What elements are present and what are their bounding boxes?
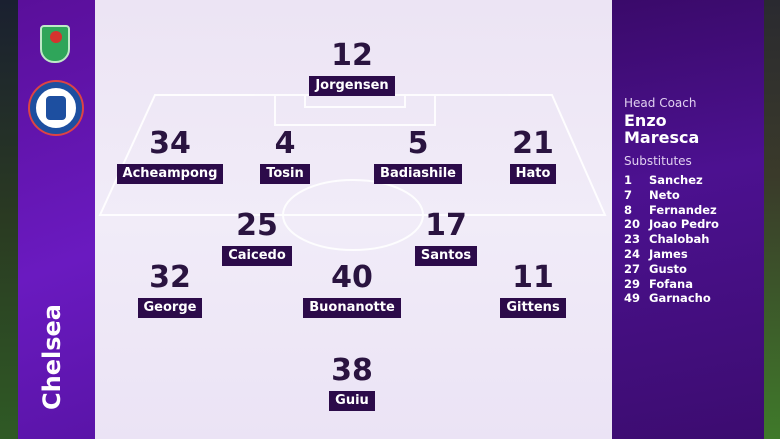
substitute-number: 24 <box>624 246 641 261</box>
player-card: 21 Hato <box>473 128 593 184</box>
player-card: 5 Badiashile <box>358 128 478 184</box>
player-number: 5 <box>407 126 429 161</box>
substitute-item: 24 James <box>624 247 719 262</box>
player-name: Caicedo <box>222 246 292 266</box>
substitute-item: 23 Chalobah <box>624 232 719 247</box>
player-name: Buonanotte <box>303 298 401 318</box>
substitute-name: Fernandez <box>649 202 717 217</box>
player-name: Badiashile <box>374 164 462 184</box>
substitute-number: 20 <box>624 217 641 232</box>
player-number: 4 <box>274 126 296 161</box>
team-strip <box>18 0 95 439</box>
player-number: 25 <box>236 208 278 243</box>
substitute-name: James <box>649 246 688 261</box>
substitute-name: Chalobah <box>649 232 710 247</box>
coach-first-name: Enzo <box>624 111 667 130</box>
player-card: 17 Santos <box>386 210 506 266</box>
substitute-name: Gusto <box>649 261 687 276</box>
player-number: 32 <box>149 260 191 295</box>
player-number: 11 <box>512 260 554 295</box>
substitute-name: Garnacho <box>649 291 711 306</box>
substitute-number: 23 <box>624 232 641 247</box>
info-panel <box>612 0 764 439</box>
substitute-number: 1 <box>624 173 633 187</box>
substitute-item: 49 Garnacho <box>624 291 719 306</box>
substitute-number: 27 <box>624 261 641 276</box>
head-coach-name: Enzo Maresca <box>624 112 699 146</box>
substitute-name: Joao Pedro <box>649 217 719 232</box>
stadium-background-left <box>0 0 18 439</box>
player-name: Gittens <box>500 298 566 318</box>
team-name: Chelsea <box>38 304 66 410</box>
head-coach-label: Head Coach <box>624 96 697 110</box>
player-card: 12 Jorgensen <box>292 40 412 96</box>
player-number: 34 <box>149 126 191 161</box>
player-card: 38 Guiu <box>292 355 412 411</box>
substitute-name: Neto <box>649 187 680 202</box>
player-name: Hato <box>509 164 557 184</box>
substitute-number: 8 <box>624 202 633 217</box>
player-name: Guiu <box>329 391 375 411</box>
player-name: Tosin <box>260 164 310 184</box>
player-card: 4 Tosin <box>225 128 345 184</box>
substitute-item: 20 Joao Pedro <box>624 217 719 232</box>
player-card: 25 Caicedo <box>197 210 317 266</box>
substitute-item: 7 Neto <box>624 188 719 203</box>
player-number: 12 <box>331 38 373 73</box>
substitute-item: 27 Gusto <box>624 262 719 277</box>
substitute-item: 8 Fernandez <box>624 203 719 218</box>
substitute-item: 29 Fofana <box>624 277 719 292</box>
substitute-name: Fofana <box>649 276 694 291</box>
substitute-item: 1 Sanchez <box>624 173 719 188</box>
chelsea-crest <box>30 82 82 134</box>
player-number: 40 <box>331 260 373 295</box>
player-card: 11 Gittens <box>473 262 593 318</box>
substitute-number: 7 <box>624 187 633 202</box>
player-number: 17 <box>425 208 467 243</box>
player-card: 34 Acheampong <box>110 128 230 184</box>
substitutes-list: 1 Sanchez 7 Neto 8 Fernandez 20 Joao Pedro 23 Cha… <box>624 173 719 306</box>
player-name: George <box>137 298 203 318</box>
substitute-number: 29 <box>624 276 641 291</box>
pitch-panel <box>95 0 612 439</box>
player-name: Acheampong <box>116 164 224 184</box>
coach-last-name: Maresca <box>624 128 700 147</box>
player-card: 32 George <box>110 262 230 318</box>
substitutes-label: Substitutes <box>624 154 692 168</box>
player-number: 38 <box>331 353 373 388</box>
substitute-number: 49 <box>624 291 641 306</box>
stadium-background-right <box>764 0 780 439</box>
carabao-cup-logo <box>40 25 70 63</box>
player-name: Santos <box>414 246 478 266</box>
player-card: 40 Buonanotte <box>292 262 412 318</box>
player-number: 21 <box>512 126 554 161</box>
substitute-name: Sanchez <box>649 173 703 187</box>
player-name: Jorgensen <box>309 76 395 96</box>
